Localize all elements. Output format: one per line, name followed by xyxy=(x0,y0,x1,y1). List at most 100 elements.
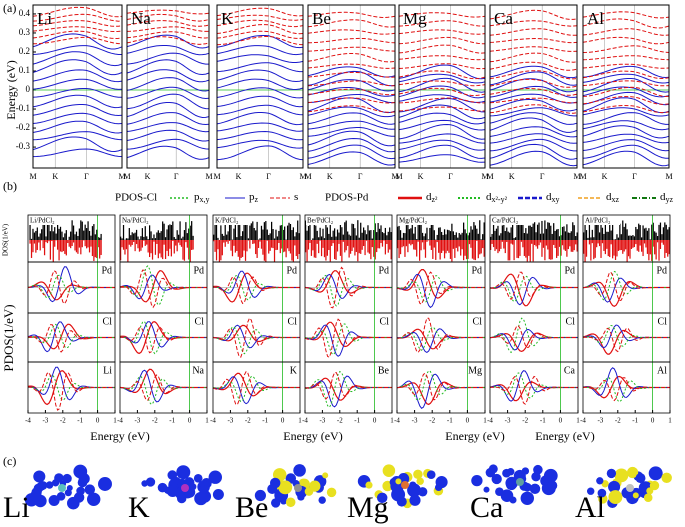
band-panel: M K Γ M K xyxy=(213,4,307,181)
pdos-curve xyxy=(582,377,670,402)
isosurface-lobe xyxy=(426,470,436,480)
dos-down xyxy=(160,240,162,258)
dos-down xyxy=(329,240,331,262)
band xyxy=(582,63,670,69)
pdos-panel: Pd Cl Mg Mg/PdCl₂ -4 -3 -2 -1 0 1 xyxy=(394,214,487,425)
dos-up xyxy=(367,225,369,240)
x-tick-label: 1 xyxy=(668,417,672,425)
dos-up xyxy=(623,226,625,240)
dos-down xyxy=(256,240,258,258)
band xyxy=(398,80,486,87)
dos-down xyxy=(457,240,459,252)
pdos-curve xyxy=(213,276,300,305)
row-label: Pd xyxy=(378,265,389,276)
dos-up xyxy=(151,238,154,240)
dos-down xyxy=(97,240,99,248)
dos-up xyxy=(226,234,228,240)
dos-up xyxy=(617,237,620,240)
x-tick-label: -4 xyxy=(25,417,31,425)
band xyxy=(32,94,123,109)
isosurface-lobe xyxy=(627,466,639,479)
x-tick-label: Γ xyxy=(174,172,179,181)
dos-up xyxy=(411,224,413,240)
dos-up xyxy=(42,220,44,240)
dos-up xyxy=(397,226,399,240)
legend-base: p xyxy=(249,191,255,203)
dos-down xyxy=(154,240,157,255)
x-tick-label: M xyxy=(665,172,672,181)
dos-up xyxy=(135,229,138,240)
dos-up xyxy=(33,232,36,240)
dos-down xyxy=(607,240,609,257)
dos-down xyxy=(227,240,229,244)
dos-up xyxy=(122,223,125,240)
dos-up xyxy=(351,223,353,240)
molecule: Li xyxy=(3,464,112,524)
dos-up xyxy=(147,239,149,240)
dos-up xyxy=(250,223,252,240)
dos-down xyxy=(661,240,663,243)
dos-down xyxy=(539,240,542,243)
dos-down xyxy=(289,240,292,254)
dos-up xyxy=(35,230,37,240)
dos-up xyxy=(325,220,327,240)
band xyxy=(32,45,122,55)
dos-up xyxy=(542,233,545,240)
dos-down xyxy=(429,240,431,246)
dos-up xyxy=(305,220,307,240)
dos-down xyxy=(617,240,620,251)
dos-down xyxy=(338,240,340,244)
dos-up xyxy=(545,228,547,240)
dos-up xyxy=(227,231,229,240)
dos-down xyxy=(262,240,264,255)
band xyxy=(126,20,210,27)
dos-down xyxy=(476,240,478,241)
dos-up xyxy=(192,235,194,240)
pdos-curve xyxy=(396,273,485,309)
dos-down xyxy=(465,240,468,260)
band xyxy=(126,138,210,150)
band xyxy=(126,26,209,32)
band xyxy=(216,122,304,132)
band xyxy=(126,122,210,133)
dos-up xyxy=(52,231,54,240)
band xyxy=(489,71,578,86)
dos-up xyxy=(259,238,261,240)
band-panel: M K Γ M Ca xyxy=(486,4,581,181)
dos-down xyxy=(259,240,261,242)
dos-up xyxy=(544,220,546,240)
dos-down xyxy=(59,240,62,252)
band xyxy=(307,80,395,87)
band xyxy=(307,88,396,96)
dos-down xyxy=(588,240,591,245)
dos-up xyxy=(554,230,556,240)
dos-up xyxy=(405,225,408,240)
band xyxy=(489,97,578,104)
dos-down xyxy=(656,240,659,243)
dos-up xyxy=(449,231,452,240)
dos-down xyxy=(551,240,553,260)
dos-up xyxy=(497,225,499,240)
band xyxy=(398,36,485,45)
dos-down xyxy=(600,240,602,258)
band xyxy=(32,20,123,27)
isosurface-lobe xyxy=(502,468,511,478)
dos-down xyxy=(424,240,427,258)
dos-down xyxy=(140,240,142,251)
dos-up xyxy=(247,238,250,240)
legend-base: d xyxy=(606,191,612,203)
dos-up xyxy=(538,222,540,240)
band xyxy=(582,55,670,61)
panel-title: Li/PdCl₂ xyxy=(30,217,55,225)
dos-up xyxy=(664,222,666,240)
dos-up xyxy=(648,228,650,240)
band xyxy=(489,78,578,93)
band xyxy=(489,20,578,27)
dos-down xyxy=(545,240,547,246)
dos-up xyxy=(191,221,193,240)
isosurface-lobe xyxy=(434,483,443,492)
dos-up xyxy=(441,231,443,240)
dos-down xyxy=(455,240,457,248)
band xyxy=(582,80,670,87)
dos-down xyxy=(295,240,297,257)
